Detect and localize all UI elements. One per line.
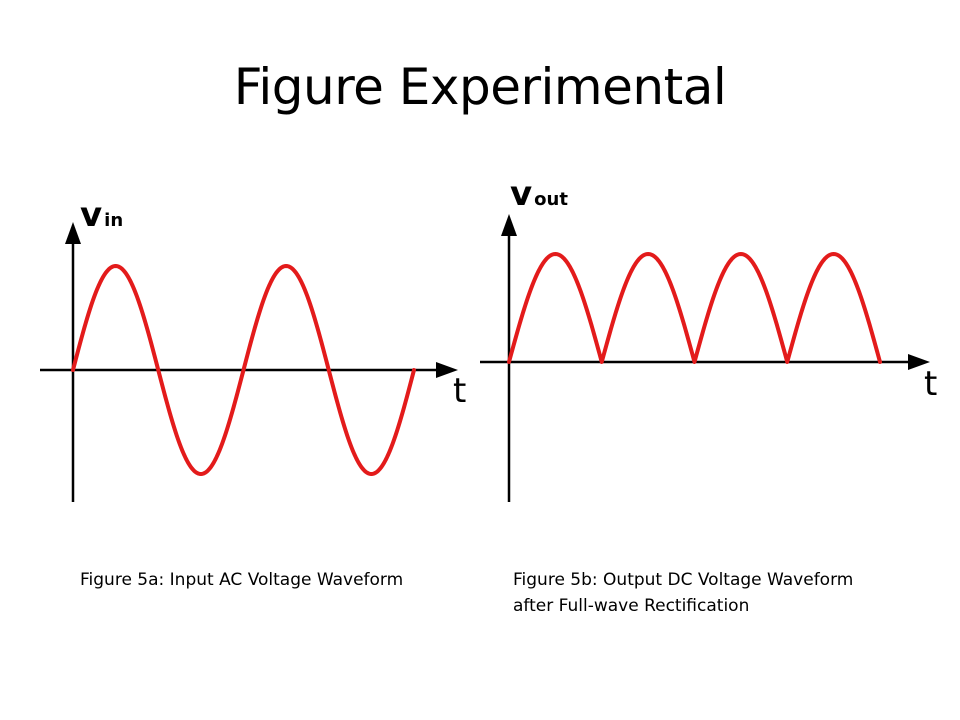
fig5a-horizontal-arrow	[436, 362, 458, 378]
figure-5b-caption: Figure 5b: Output DC Voltage Waveform af…	[513, 567, 853, 619]
fig5b-output-dc-waveform	[507, 252, 882, 364]
fig5b-vertical-arrow	[501, 214, 517, 236]
fig5a-input-ac-waveform	[71, 264, 416, 476]
fig5b-vout-label: v out	[510, 174, 568, 214]
slide-title: Figure Experimental	[233, 58, 727, 116]
fig5a-vin-label: v in	[80, 195, 123, 235]
caption-5b-line-1: Figure 5b: Output DC Voltage Waveform	[513, 570, 854, 590]
fig5a-t-label: t	[453, 371, 466, 411]
fig5a-vertical-arrow	[65, 222, 81, 244]
fig5b-t-label: t	[924, 364, 937, 404]
caption-5a-line-1: Figure 5a: Input AC Voltage Waveform	[80, 570, 404, 590]
fig5b-horizontal-arrow	[908, 354, 930, 370]
caption-5b-line-2: after Full-wave Rectification	[513, 596, 750, 616]
figure-5a-caption: Figure 5a: Input AC Voltage Waveform	[80, 567, 403, 593]
